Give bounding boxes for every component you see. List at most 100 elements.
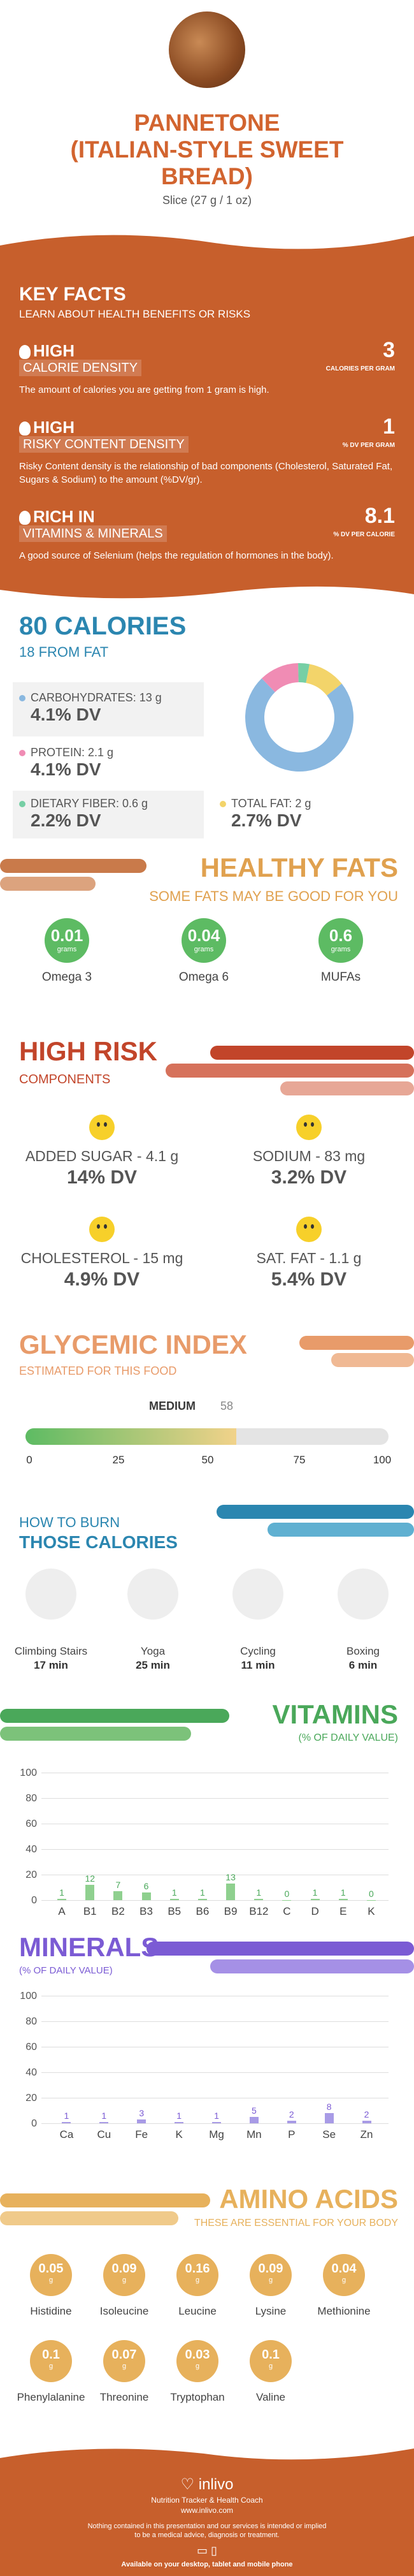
burn-time: 25 min	[136, 1659, 170, 1671]
grid-line	[41, 1900, 389, 1901]
nutrient-fiber: DIETARY FIBER: 0.6 g 2.2% DV	[13, 791, 204, 838]
y-tick: 100	[20, 1991, 37, 2002]
x-tick-label: Zn	[360, 2128, 373, 2141]
amino-badge: 0.16 g	[176, 2254, 218, 2296]
heart-icon: ♡	[180, 2476, 195, 2493]
bar-value-label: 13	[225, 1872, 236, 1882]
nutrient-protein: PROTEIN: 2.1 g 4.1% DV	[13, 740, 204, 787]
burn-time: 6 min	[348, 1659, 378, 1671]
x-tick-label: Mn	[246, 2128, 262, 2141]
added-sugar-dv: 14% DV	[66, 1167, 138, 1188]
y-tick: 60	[25, 1819, 37, 1829]
fact-description: The amount of calories you are getting f…	[19, 384, 269, 395]
smile-icon	[296, 1217, 322, 1242]
healthy-fats-title: HEALTHY FATS	[200, 853, 398, 882]
x-tick-label: E	[339, 1905, 347, 1917]
tick: 0	[26, 1454, 32, 1466]
amino-label: Phenylalanine	[17, 2391, 85, 2403]
bar-C	[282, 1900, 292, 1901]
fact-value: 1	[383, 414, 395, 439]
grid-line	[41, 1849, 389, 1850]
bar-B2	[113, 1891, 123, 1900]
minerals-chart: 100 80 60 40 20 0 1 Ca 1 Cu 3 Fe 1 K 1 Mg 5 Mn 2 P 8 Se…	[0, 1991, 414, 2149]
available-text: Available on your desktop, tablet and mo…	[121, 2561, 293, 2568]
donut-slice-carbohydrates	[245, 678, 353, 772]
amino-badge: 0.1 g	[30, 2340, 72, 2382]
grid-line	[41, 2072, 389, 2073]
devices-icon: ▭ ▯	[197, 2544, 217, 2557]
omega3-badge: 0.01 grams	[45, 918, 89, 963]
y-tick: 40	[25, 1844, 37, 1855]
glycemic-subtitle: ESTIMATED FOR THIS FOOD	[19, 1365, 177, 1377]
deco-strip	[217, 1505, 414, 1519]
bar-value-label: 6	[143, 1881, 149, 1891]
tick: 25	[112, 1454, 125, 1466]
fact-unit: % DV PER CALORIE	[333, 531, 395, 538]
bar-value-label: 1	[64, 2111, 69, 2121]
amino-label: Valine	[256, 2391, 285, 2403]
bar-value-label: 1	[340, 1887, 346, 1898]
donut-slice-total-fat	[306, 664, 342, 696]
disclaimer-2: to be a medical advice, diagnosis or tre…	[134, 2531, 280, 2539]
grid-line	[41, 2123, 389, 2124]
added-sugar-label: ADDED SUGAR - 4.1 g	[25, 1148, 179, 1164]
amino-badge: 0.09 g	[250, 2254, 292, 2296]
amino-title: AMINO ACIDS	[219, 2184, 398, 2214]
bar-value-label: 2	[364, 2109, 369, 2119]
bar-value-label: 8	[326, 2102, 332, 2112]
nutrient-carbs: CARBOHYDRATES: 13 g 4.1% DV	[13, 682, 204, 736]
deco-strip	[210, 1046, 414, 1060]
bar-value-label: 1	[214, 2111, 219, 2121]
bar-Mn	[249, 2117, 259, 2123]
bar-Fe	[137, 2119, 146, 2123]
glycemic-bar	[25, 1428, 389, 1445]
deco-strip	[0, 859, 146, 873]
bar-value-label: 0	[369, 1889, 374, 1899]
mufa-badge: 0.6 grams	[318, 918, 363, 963]
fact-risky-content: HIGH RISKY CONTENT DENSITY 1 % DV PER GR…	[19, 414, 395, 485]
calorie-donut-chart	[245, 663, 353, 772]
brand-url[interactable]: www.inlivo.com	[180, 2506, 234, 2515]
x-tick-label: A	[58, 1905, 66, 1917]
amino-label: Isoleucine	[99, 2305, 149, 2317]
glycemic-fill	[25, 1428, 236, 1445]
amino-label: Lysine	[255, 2305, 287, 2317]
x-tick-label: P	[288, 2128, 296, 2141]
bar-K	[175, 2122, 184, 2123]
food-photo	[169, 11, 245, 88]
footer: ♡ inlivo Nutrition Tracker & Health Coac…	[0, 2442, 414, 2576]
amino-label: Tryptophan	[170, 2391, 225, 2403]
amino-badge: 0.07 g	[103, 2340, 145, 2382]
yoga-icon	[127, 1569, 178, 1620]
bar-value-label: 1	[59, 1887, 64, 1898]
burn-label: Yoga	[140, 1645, 166, 1657]
bar-Ca	[62, 2122, 71, 2123]
brand-name: ♡ inlivo	[180, 2476, 234, 2493]
x-tick-label: B6	[196, 1905, 210, 1917]
calories-from-fat: 18 FROM FAT	[19, 644, 109, 660]
cycling-icon	[232, 1569, 283, 1620]
bar-value-label: 1	[256, 1887, 262, 1898]
deco-strip	[268, 1523, 414, 1537]
x-tick-label: D	[311, 1905, 319, 1917]
minerals-subtitle: (% OF DAILY VALUE)	[19, 1965, 113, 1976]
x-tick-label: B9	[224, 1905, 238, 1917]
deco-strip	[166, 1064, 414, 1078]
fiber-dot	[19, 801, 25, 808]
grid-line	[41, 2021, 389, 2022]
bar-Mg	[212, 2122, 221, 2123]
bar-Se	[324, 2113, 334, 2123]
bar-value-label: 1	[200, 1887, 205, 1898]
amino-label: Threonine	[99, 2391, 149, 2403]
y-tick: 80	[25, 2016, 37, 2027]
amino-badge: 0.05 g	[30, 2254, 72, 2296]
high-risk-subtitle: COMPONENTS	[19, 1072, 111, 1087]
bar-value-label: 3	[139, 2108, 145, 2118]
y-tick: 0	[31, 1895, 37, 1906]
fact-label: CALORIE DENSITY	[19, 360, 142, 376]
healthy-fats-subtitle: SOME FATS MAY BE GOOD FOR YOU	[149, 888, 398, 904]
burn-title-1: HOW TO BURN	[19, 1514, 120, 1530]
omega6-badge: 0.04 grams	[182, 918, 226, 963]
high-risk-title: HIGH RISK	[19, 1036, 158, 1066]
x-tick-label: Mg	[209, 2128, 224, 2141]
